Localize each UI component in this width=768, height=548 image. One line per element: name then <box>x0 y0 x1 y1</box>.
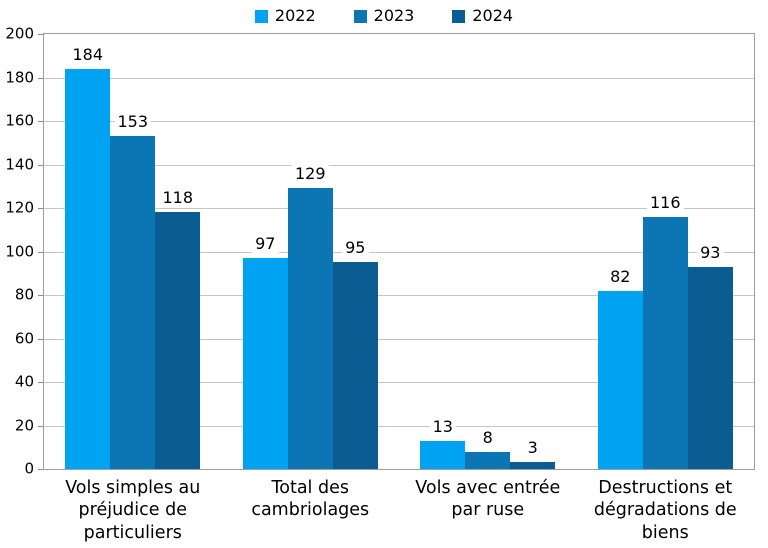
y-axis-tick <box>38 77 43 79</box>
gridline <box>44 164 754 166</box>
y-tick-label: 120 <box>5 198 34 217</box>
category-label: Vols simples au préjudice de particulier… <box>65 478 201 543</box>
gridline <box>44 77 754 79</box>
bar-value-label: 153 <box>114 112 152 132</box>
gridline <box>44 295 754 296</box>
bar-2024-group1 <box>155 212 201 469</box>
y-tick-label: 100 <box>5 242 34 260</box>
bar-2023-group4 <box>642 216 688 469</box>
bar-2024-group4 <box>687 266 733 469</box>
gridline <box>44 338 754 340</box>
bar-value-label: 118 <box>159 188 197 208</box>
bar-2023-group3 <box>465 451 511 469</box>
y-axis-tick <box>38 382 43 383</box>
bar-value-label: 95 <box>342 238 369 258</box>
legend: 2022 2023 2024 <box>0 3 768 29</box>
gridline <box>44 425 754 427</box>
category-label: Destructions et dégradations de biens <box>593 478 737 543</box>
y-tick-label: 0 <box>24 459 34 478</box>
bar-2022-group3 <box>420 440 466 469</box>
legend-swatch <box>254 9 268 23</box>
bar-value-label: 13 <box>429 417 456 437</box>
bar-value-label: 184 <box>69 45 107 65</box>
y-axis-tick <box>38 469 43 470</box>
bar-2023-group1 <box>110 136 156 469</box>
legend-label: 2023 <box>373 6 415 25</box>
y-tick-label: 160 <box>5 111 34 130</box>
y-tick-label: 80 <box>14 285 34 304</box>
legend-item-2022: 2022 <box>254 6 316 25</box>
bar-value-label: 3 <box>524 439 541 458</box>
y-axis-tick <box>38 164 43 166</box>
category-label: Total des cambriolages <box>251 478 370 521</box>
y-axis-tick <box>38 34 43 35</box>
bar-value-label: 116 <box>646 193 684 213</box>
legend-swatch <box>452 9 466 23</box>
legend-swatch <box>353 9 367 23</box>
bar-value-label: 129 <box>291 165 329 184</box>
legend-item-2024: 2024 <box>452 8 513 24</box>
y-axis-tick <box>38 295 43 296</box>
y-axis-tick <box>38 121 43 122</box>
y-axis-tick <box>38 425 43 427</box>
y-tick-label: 200 <box>5 24 34 43</box>
bar-2022-group4 <box>597 290 643 469</box>
legend-item-2023: 2023 <box>353 6 415 25</box>
bar-2023-group2 <box>287 188 333 469</box>
y-tick-label: 60 <box>14 329 34 347</box>
bar-value-label: 97 <box>252 234 279 254</box>
bar-2022-group1 <box>65 68 111 469</box>
y-axis-tick <box>38 338 43 340</box>
bar-value-label: 8 <box>479 428 496 447</box>
y-axis-tick <box>38 251 43 253</box>
bar-2024-group2 <box>332 262 378 469</box>
gridline <box>44 382 754 383</box>
gridline <box>44 208 754 209</box>
y-axis-tick <box>38 208 43 209</box>
legend-label: 2022 <box>274 6 316 25</box>
gridline <box>44 121 754 122</box>
bar-value-label: 82 <box>607 267 634 287</box>
y-tick-label: 140 <box>5 155 34 173</box>
category-label: Vols avec entrée par ruse <box>415 478 561 521</box>
legend-label: 2024 <box>472 6 514 25</box>
y-tick-label: 180 <box>5 68 34 86</box>
y-tick-label: 20 <box>14 416 34 434</box>
y-tick-label: 40 <box>14 372 34 391</box>
bar-2022-group2 <box>242 258 288 469</box>
gridline <box>44 251 754 253</box>
bar-2024-group3 <box>510 462 556 469</box>
bar-value-label: 93 <box>697 243 724 263</box>
